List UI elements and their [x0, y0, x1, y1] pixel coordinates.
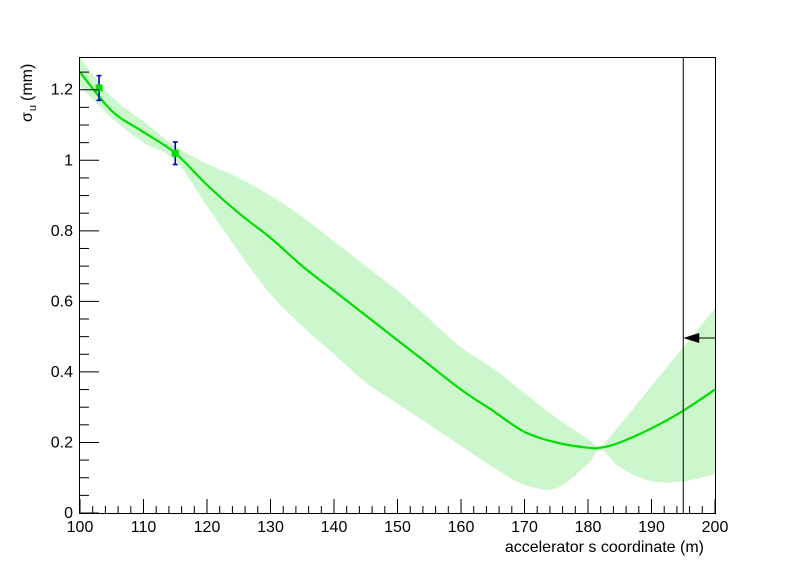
x-tick-label: 110 — [131, 519, 157, 536]
arrow-head — [683, 333, 700, 344]
measurement-marker — [95, 84, 103, 92]
y-axis-label: σu (mm) — [19, 64, 39, 122]
measurement-point — [95, 74, 103, 102]
x-tick-label: 190 — [638, 519, 665, 536]
x-axis-ticks: 100 110 120 130 140 150 160 170 180 190 200 — [67, 499, 729, 536]
x-axis-label: accelerator s coordinate (m) — [505, 539, 704, 556]
y-tick-label: 1 — [64, 152, 73, 169]
x-tick-label: 200 — [702, 519, 729, 536]
y-tick-label: 0.2 — [51, 434, 73, 451]
y-tick-label: 1.2 — [51, 82, 73, 99]
x-tick-label: 130 — [257, 519, 284, 536]
x-tick-label: 120 — [194, 519, 221, 536]
y-axis-label-symbol: σ — [19, 112, 36, 122]
y-axis-label-unit: (mm) — [19, 64, 36, 101]
measurement-marker — [171, 149, 179, 157]
x-tick-label: 140 — [321, 519, 348, 536]
x-tick-label: 170 — [511, 519, 538, 536]
uncertainty-band-layer — [80, 58, 715, 490]
x-tick-label: 180 — [575, 519, 602, 536]
measurement-layer — [95, 74, 179, 166]
annotation-layer — [682, 58, 715, 513]
x-tick-label: 160 — [448, 519, 475, 536]
x-tick-label: 150 — [384, 519, 411, 536]
fit-curve — [79, 71, 716, 450]
x-tick-label: 100 — [67, 519, 94, 536]
y-tick-label: 0 — [64, 505, 73, 522]
y-tick-label: 0.8 — [51, 223, 73, 240]
fit-curve-layer — [79, 71, 716, 450]
y-tick-label: 0.4 — [51, 364, 73, 381]
uncertainty-band — [80, 58, 715, 490]
y-tick-label: 0.6 — [51, 293, 73, 310]
y-axis-ticks: 0 0.2 0.4 0.6 0.8 1 1.2 — [51, 71, 99, 522]
y-axis-label-subscript: u — [27, 105, 39, 111]
plot-frame — [79, 57, 716, 514]
measurement-point — [171, 141, 179, 166]
